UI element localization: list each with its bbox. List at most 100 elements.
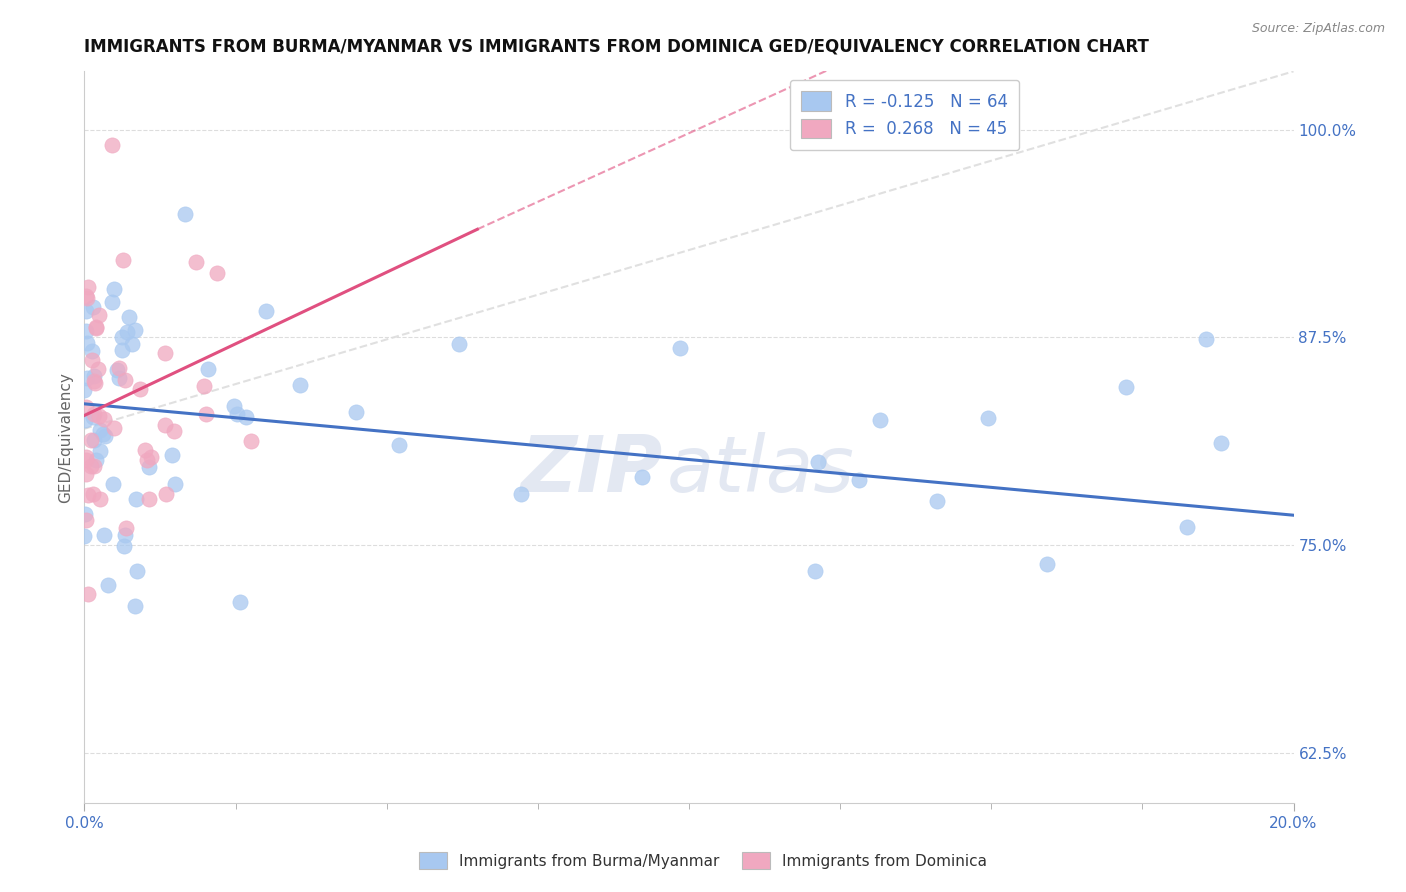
Point — [82, 300, 104, 314]
Point — [976, 410, 998, 425]
Point — [83, 368, 105, 383]
Text: Source: ZipAtlas.com: Source: ZipAtlas.com — [1251, 22, 1385, 36]
Point — [103, 421, 125, 435]
Point — [83, 433, 105, 447]
Point — [89, 444, 111, 458]
Point — [124, 323, 146, 337]
Point — [510, 487, 533, 501]
Point — [87, 362, 110, 376]
Point — [86, 320, 108, 334]
Point — [807, 455, 830, 469]
Point — [138, 459, 160, 474]
Point — [75, 467, 97, 482]
Point — [136, 453, 159, 467]
Point — [288, 378, 311, 392]
Point — [83, 407, 105, 421]
Point — [184, 255, 207, 269]
Point — [114, 373, 136, 387]
Point — [112, 253, 135, 268]
Point — [153, 418, 176, 433]
Point — [75, 289, 97, 303]
Point — [155, 346, 177, 360]
Point — [165, 477, 187, 491]
Point — [75, 450, 97, 464]
Point — [1115, 380, 1137, 394]
Point — [848, 473, 870, 487]
Point — [82, 486, 104, 500]
Point — [94, 429, 117, 443]
Point — [100, 295, 122, 310]
Point — [73, 413, 96, 427]
Text: ZIP: ZIP — [520, 432, 662, 508]
Point — [80, 433, 103, 447]
Point — [105, 362, 128, 376]
Point — [804, 565, 827, 579]
Point — [173, 207, 195, 221]
Point — [82, 353, 104, 368]
Point — [447, 337, 470, 351]
Point — [134, 442, 156, 457]
Point — [1036, 557, 1059, 571]
Point — [73, 383, 96, 397]
Point — [129, 382, 152, 396]
Point — [73, 529, 96, 543]
Point — [77, 488, 100, 502]
Point — [89, 423, 111, 437]
Point — [76, 335, 98, 350]
Point — [75, 304, 97, 318]
Point — [83, 374, 105, 388]
Point — [84, 453, 107, 467]
Point — [669, 341, 692, 355]
Point — [89, 491, 111, 506]
Point — [240, 434, 263, 448]
Point — [76, 587, 98, 601]
Legend: Immigrants from Burma/Myanmar, Immigrants from Dominica: Immigrants from Burma/Myanmar, Immigrant… — [413, 846, 993, 875]
Point — [91, 427, 114, 442]
Point — [75, 324, 97, 338]
Point — [222, 400, 245, 414]
Point — [75, 507, 97, 521]
Point — [76, 291, 98, 305]
Point — [114, 521, 136, 535]
Point — [115, 325, 138, 339]
Point — [96, 578, 118, 592]
Point — [103, 477, 125, 491]
Point — [139, 450, 162, 465]
Point — [93, 412, 115, 426]
Point — [103, 282, 125, 296]
Point — [1175, 519, 1198, 533]
Point — [927, 494, 949, 508]
Point — [254, 303, 277, 318]
Point — [1211, 435, 1233, 450]
Point — [207, 266, 229, 280]
Point — [112, 540, 135, 554]
Point — [84, 376, 107, 390]
Point — [869, 413, 891, 427]
Point — [83, 458, 105, 473]
Point — [630, 470, 652, 484]
Point — [101, 137, 124, 152]
Point — [75, 400, 97, 414]
Point — [195, 407, 218, 421]
Y-axis label: GED/Equivalency: GED/Equivalency — [58, 372, 73, 502]
Point — [75, 453, 97, 467]
Point — [80, 459, 103, 474]
Point — [87, 409, 110, 424]
Text: IMMIGRANTS FROM BURMA/MYANMAR VS IMMIGRANTS FROM DOMINICA GED/EQUIVALENCY CORREL: IMMIGRANTS FROM BURMA/MYANMAR VS IMMIGRA… — [84, 38, 1149, 56]
Point — [163, 424, 186, 438]
Point — [1195, 332, 1218, 346]
Point — [127, 564, 149, 578]
Point — [76, 279, 98, 293]
Point — [235, 409, 257, 424]
Point — [87, 308, 110, 322]
Point — [111, 330, 134, 344]
Point — [118, 310, 141, 325]
Point — [108, 371, 131, 385]
Point — [229, 595, 252, 609]
Point — [387, 438, 409, 452]
Point — [124, 599, 146, 614]
Point — [160, 448, 183, 462]
Point — [226, 407, 249, 421]
Point — [125, 492, 148, 507]
Point — [111, 343, 134, 358]
